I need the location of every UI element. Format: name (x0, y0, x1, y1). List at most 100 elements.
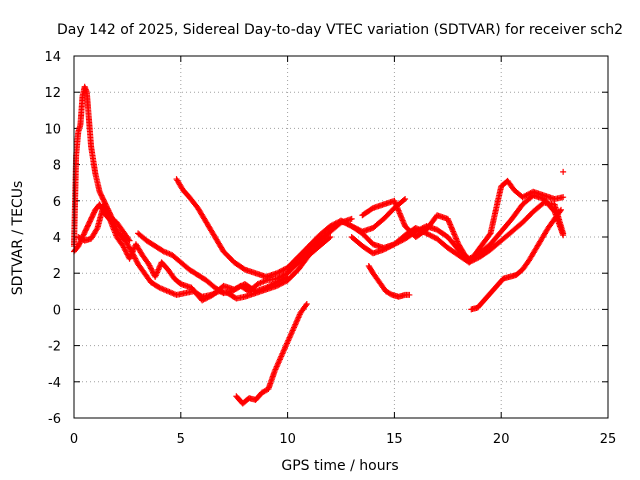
data-point (342, 219, 349, 226)
data-point (426, 231, 433, 238)
series-trace-late-rise (468, 206, 565, 313)
data-point (391, 241, 398, 248)
data-point (400, 196, 407, 203)
data-point (380, 246, 387, 253)
data-point (523, 192, 530, 199)
data-point (392, 240, 399, 247)
data-point (338, 217, 344, 224)
series-trace-mid-c (135, 215, 355, 297)
series-trace-early-b (75, 201, 291, 304)
series-trace-early-spike (71, 83, 133, 250)
axis-ticks: 0 5 10 15 20 25 -6 -4 -2 0 2 4 6 8 10 12 14 (44, 50, 616, 447)
data-point (382, 245, 389, 252)
series-trace-late-c (359, 177, 567, 266)
data-point (273, 275, 280, 282)
series-trace-late-drop (365, 262, 413, 300)
data-point (520, 193, 527, 200)
data-point (277, 268, 284, 275)
data-point (155, 283, 162, 290)
data-point (414, 227, 421, 234)
data-point (327, 234, 334, 240)
data-point (280, 266, 287, 273)
data-point (344, 221, 351, 228)
y-tick-label: 0 (53, 303, 61, 318)
data-point (486, 231, 493, 238)
y-tick-label: 6 (53, 195, 61, 210)
data-point (273, 270, 280, 277)
data-point (386, 243, 393, 250)
data-point (281, 271, 288, 278)
data-point (203, 295, 210, 302)
data-point (412, 228, 419, 235)
data-point (339, 218, 346, 225)
grid-lines (74, 56, 608, 418)
data-point (524, 191, 531, 198)
data-point (399, 237, 406, 244)
data-point (207, 293, 214, 300)
y-tick-label: -4 (48, 376, 61, 391)
y-tick-label: 2 (53, 267, 61, 282)
data-point (276, 268, 283, 275)
data-point (326, 235, 333, 242)
x-tick-label: 15 (386, 432, 403, 447)
data-point (395, 239, 402, 246)
data-point (560, 194, 567, 201)
data-point (302, 302, 309, 309)
data-point (264, 284, 271, 291)
data-point (263, 284, 270, 291)
data-point (275, 274, 282, 281)
y-tick-label: 4 (53, 231, 61, 246)
y-tick-label: 12 (44, 86, 61, 101)
data-point (431, 234, 438, 241)
data-point (199, 297, 206, 304)
data-point (280, 272, 287, 279)
data-point (200, 296, 207, 303)
data-point (265, 283, 272, 290)
series-trace-negative-dip (233, 300, 310, 407)
x-tick-label: 25 (600, 432, 617, 447)
data-point (396, 238, 403, 245)
y-tick-label: 14 (44, 50, 61, 65)
data-point (327, 223, 334, 230)
x-tick-label: 10 (279, 432, 296, 447)
x-tick-label: 5 (177, 432, 185, 447)
data-point (204, 294, 211, 301)
data-point (560, 168, 567, 175)
data-point (424, 231, 431, 238)
data-point (427, 232, 434, 239)
y-tick-label: -2 (48, 340, 61, 355)
data-point (527, 190, 534, 197)
data-point (416, 226, 423, 233)
data-point (93, 226, 100, 233)
y-tick-label: -6 (48, 412, 61, 427)
data-point (328, 222, 335, 229)
x-tick-label: 0 (70, 432, 78, 447)
data-point (268, 281, 275, 288)
series-trace-mid-bump (173, 176, 409, 280)
data-point (526, 190, 533, 197)
data-point (275, 269, 282, 276)
data-point (394, 239, 401, 246)
data-point (348, 215, 355, 222)
data-point (159, 247, 166, 254)
y-axis-label: SDTVAR / TECUs (10, 181, 26, 296)
data-point (279, 272, 286, 279)
data-series (71, 83, 567, 407)
data-point (384, 244, 391, 251)
data-point (281, 266, 288, 273)
x-tick-label: 20 (493, 432, 510, 447)
plot-frame (73, 55, 609, 419)
data-point (201, 295, 208, 302)
data-point (340, 219, 347, 226)
data-point (390, 241, 397, 248)
data-point (343, 220, 350, 227)
data-point (205, 293, 212, 300)
data-point (303, 300, 310, 307)
data-point (428, 233, 435, 240)
y-tick-label: 10 (44, 122, 61, 137)
y-tick-label: 8 (53, 159, 61, 174)
data-point (387, 243, 394, 250)
data-point (415, 227, 422, 234)
data-point (558, 206, 565, 213)
